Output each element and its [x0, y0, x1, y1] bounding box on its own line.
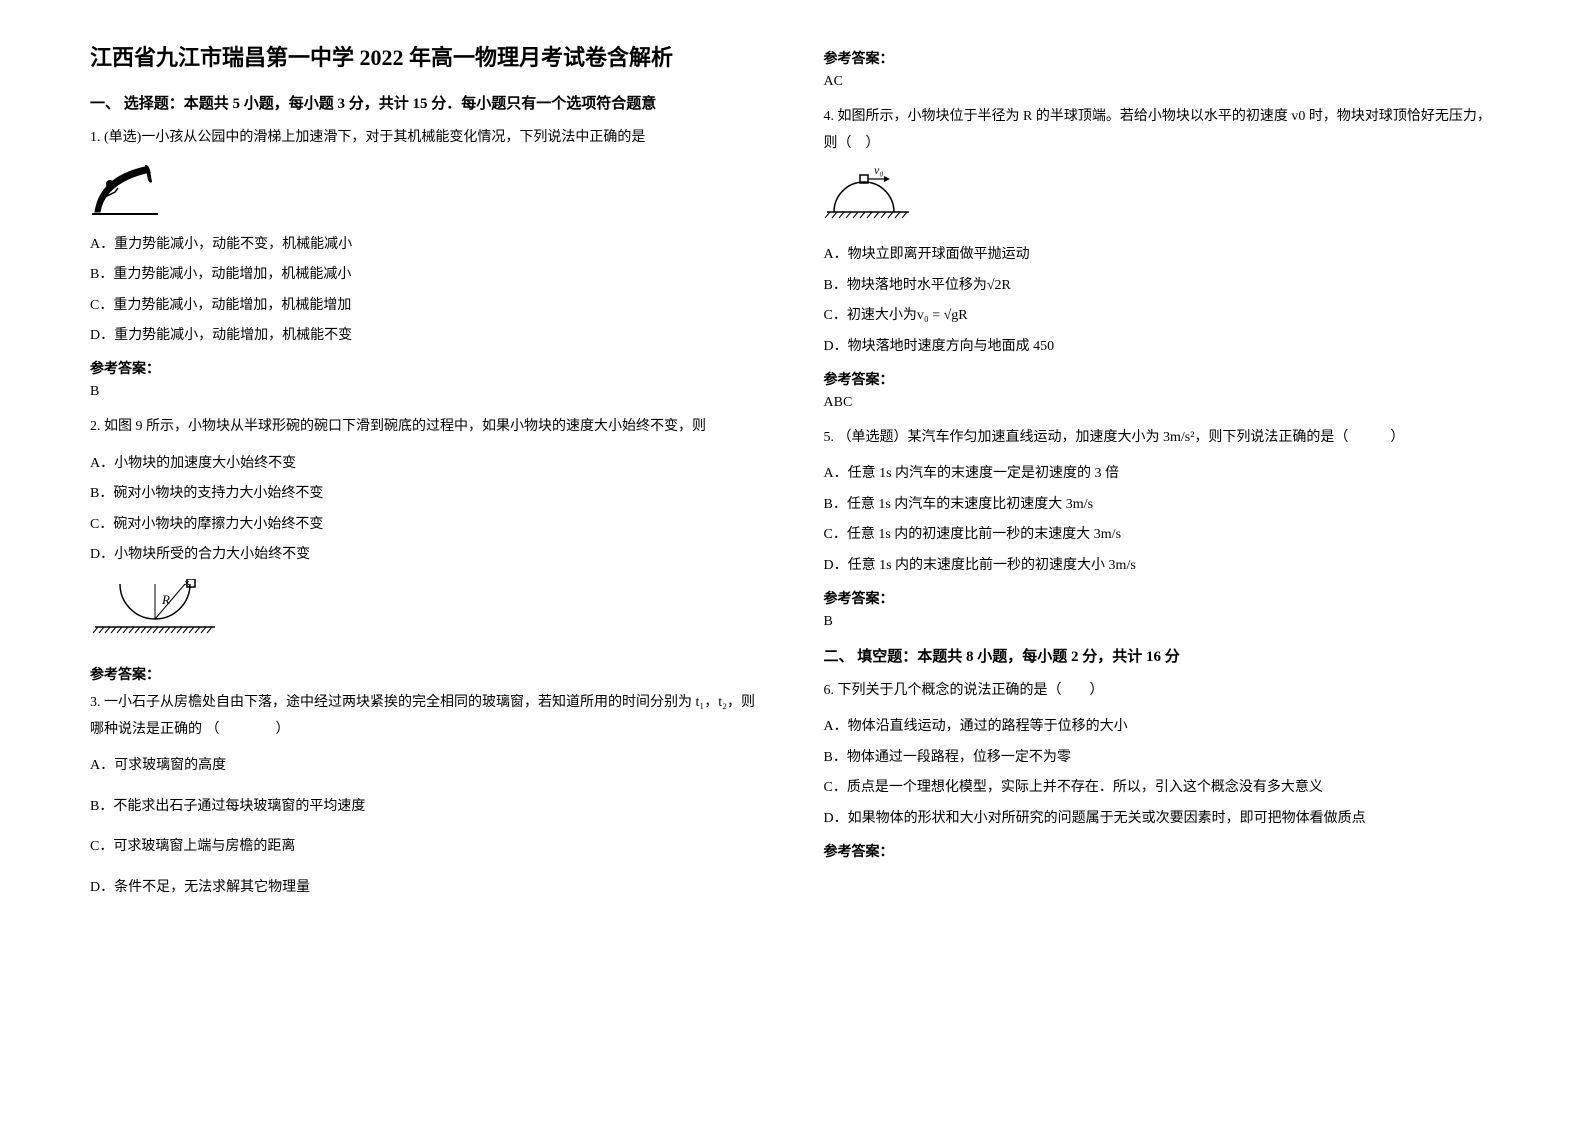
q5-answer: B: [824, 614, 1498, 630]
q4-figure-dome: v₀: [824, 167, 1498, 232]
q4-optA: A．物块立即离开球面做平抛运动: [824, 242, 1498, 269]
q4-answer-label: 参考答案：: [824, 369, 1498, 389]
q4-stem: 4. 如图所示，小物块位于半径为 R 的半球顶端。若给小物块以水平的初速度 v0…: [824, 104, 1498, 157]
q6-answer-label: 参考答案：: [824, 841, 1498, 861]
document-title: 江西省九江市瑞昌第一中学 2022 年高一物理月考试卷含解析: [90, 40, 764, 72]
q3-stem: 3. 一小石子从房檐处自由下落，途中经过两块紧挨的完全相同的玻璃窗，若知道所用的…: [90, 690, 764, 743]
q4-optC-pre: C．初速大小为: [824, 308, 917, 323]
q2-figure-bowl: R: [90, 579, 764, 654]
q4-optD: D．物块落地时速度方向与地面成 450: [824, 334, 1498, 361]
section2-heading: 二、 填空题：本题共 8 小题，每小题 2 分，共计 16 分: [824, 645, 1498, 666]
q6-stem: 6. 下列关于几个概念的说法正确的是（ ）: [824, 678, 1498, 705]
q3-optD: D．条件不足，无法求解其它物理量: [90, 875, 764, 902]
q6-optB: B．物体通过一段路程，位移一定不为零: [824, 745, 1498, 772]
q2-optB: B．碗对小物块的支持力大小始终不变: [90, 481, 764, 508]
q1-optB: B．重力势能减小，动能增加，机械能减小: [90, 262, 764, 289]
q2-stem: 2. 如图 9 所示，小物块从半球形碗的碗口下滑到碗底的过程中，如果小物块的速度…: [90, 414, 764, 441]
q5-answer-label: 参考答案：: [824, 588, 1498, 608]
slide-icon: [90, 162, 160, 217]
dome-v0-label: v₀: [874, 167, 884, 177]
q1-figure-slide: [90, 162, 764, 222]
q2-optD: D．小物块所受的合力大小始终不变: [90, 542, 764, 569]
q5-optD: D．任意 1s 内的末速度比前一秒的初速度大小 3m/s: [824, 553, 1498, 580]
q4-optC: C．初速大小为v₀ = √gR: [824, 303, 1498, 330]
bowl-radius-label: R: [161, 592, 170, 607]
section1-heading: 一、 选择题：本题共 5 小题，每小题 3 分，共计 15 分．每小题只有一个选…: [90, 92, 764, 113]
q6-optC: C．质点是一个理想化模型，实际上并不存在．所以，引入这个概念没有多大意义: [824, 775, 1498, 802]
q4-optB: B．物块落地时水平位移为√2R: [824, 273, 1498, 300]
q5-optB: B．任意 1s 内汽车的末速度比初速度大 3m/s: [824, 492, 1498, 519]
bowl-icon: R: [90, 579, 220, 649]
q5-optC: C．任意 1s 内的初速度比前一秒的末速度大 3m/s: [824, 522, 1498, 549]
q4-optB-formula: √2R: [987, 278, 1011, 293]
q5-optA: A．任意 1s 内汽车的末速度一定是初速度的 3 倍: [824, 461, 1498, 488]
q3-optB: B．不能求出石子通过每块玻璃窗的平均速度: [90, 794, 764, 821]
q1-answer-label: 参考答案：: [90, 358, 764, 378]
q4-optC-formula: v₀ = √gR: [917, 308, 968, 323]
dome-icon: v₀: [824, 167, 914, 227]
q6-optD: D．如果物体的形状和大小对所研究的问题属于无关或次要因素时，即可把物体看做质点: [824, 806, 1498, 833]
q4-answer: ABC: [824, 395, 1498, 411]
q1-stem: 1. (单选)一小孩从公园中的滑梯上加速滑下，对于其机械能变化情况，下列说法中正…: [90, 125, 764, 152]
q5-stem: 5. （单选题）某汽车作匀加速直线运动，加速度大小为 3m/s²，则下列说法正确…: [824, 425, 1498, 452]
q3-answer: AC: [824, 74, 1498, 90]
q1-optC: C．重力势能减小，动能增加，机械能增加: [90, 293, 764, 320]
q1-answer: B: [90, 384, 764, 400]
q1-optA: A．重力势能减小，动能不变，机械能减小: [90, 232, 764, 259]
q6-optA: A．物体沿直线运动，通过的路程等于位移的大小: [824, 714, 1498, 741]
q2-answer-label: 参考答案：: [90, 664, 764, 684]
q1-optD: D．重力势能减小，动能增加，机械能不变: [90, 323, 764, 350]
q3-optC: C．可求玻璃窗上端与房檐的距离: [90, 834, 764, 861]
q4-optB-pre: B．物块落地时水平位移为: [824, 278, 987, 293]
q3-answer-label: 参考答案：: [824, 48, 1498, 68]
q3-optA: A．可求玻璃窗的高度: [90, 753, 764, 780]
q2-optC: C．碗对小物块的摩擦力大小始终不变: [90, 512, 764, 539]
q2-optA: A．小物块的加速度大小始终不变: [90, 451, 764, 478]
